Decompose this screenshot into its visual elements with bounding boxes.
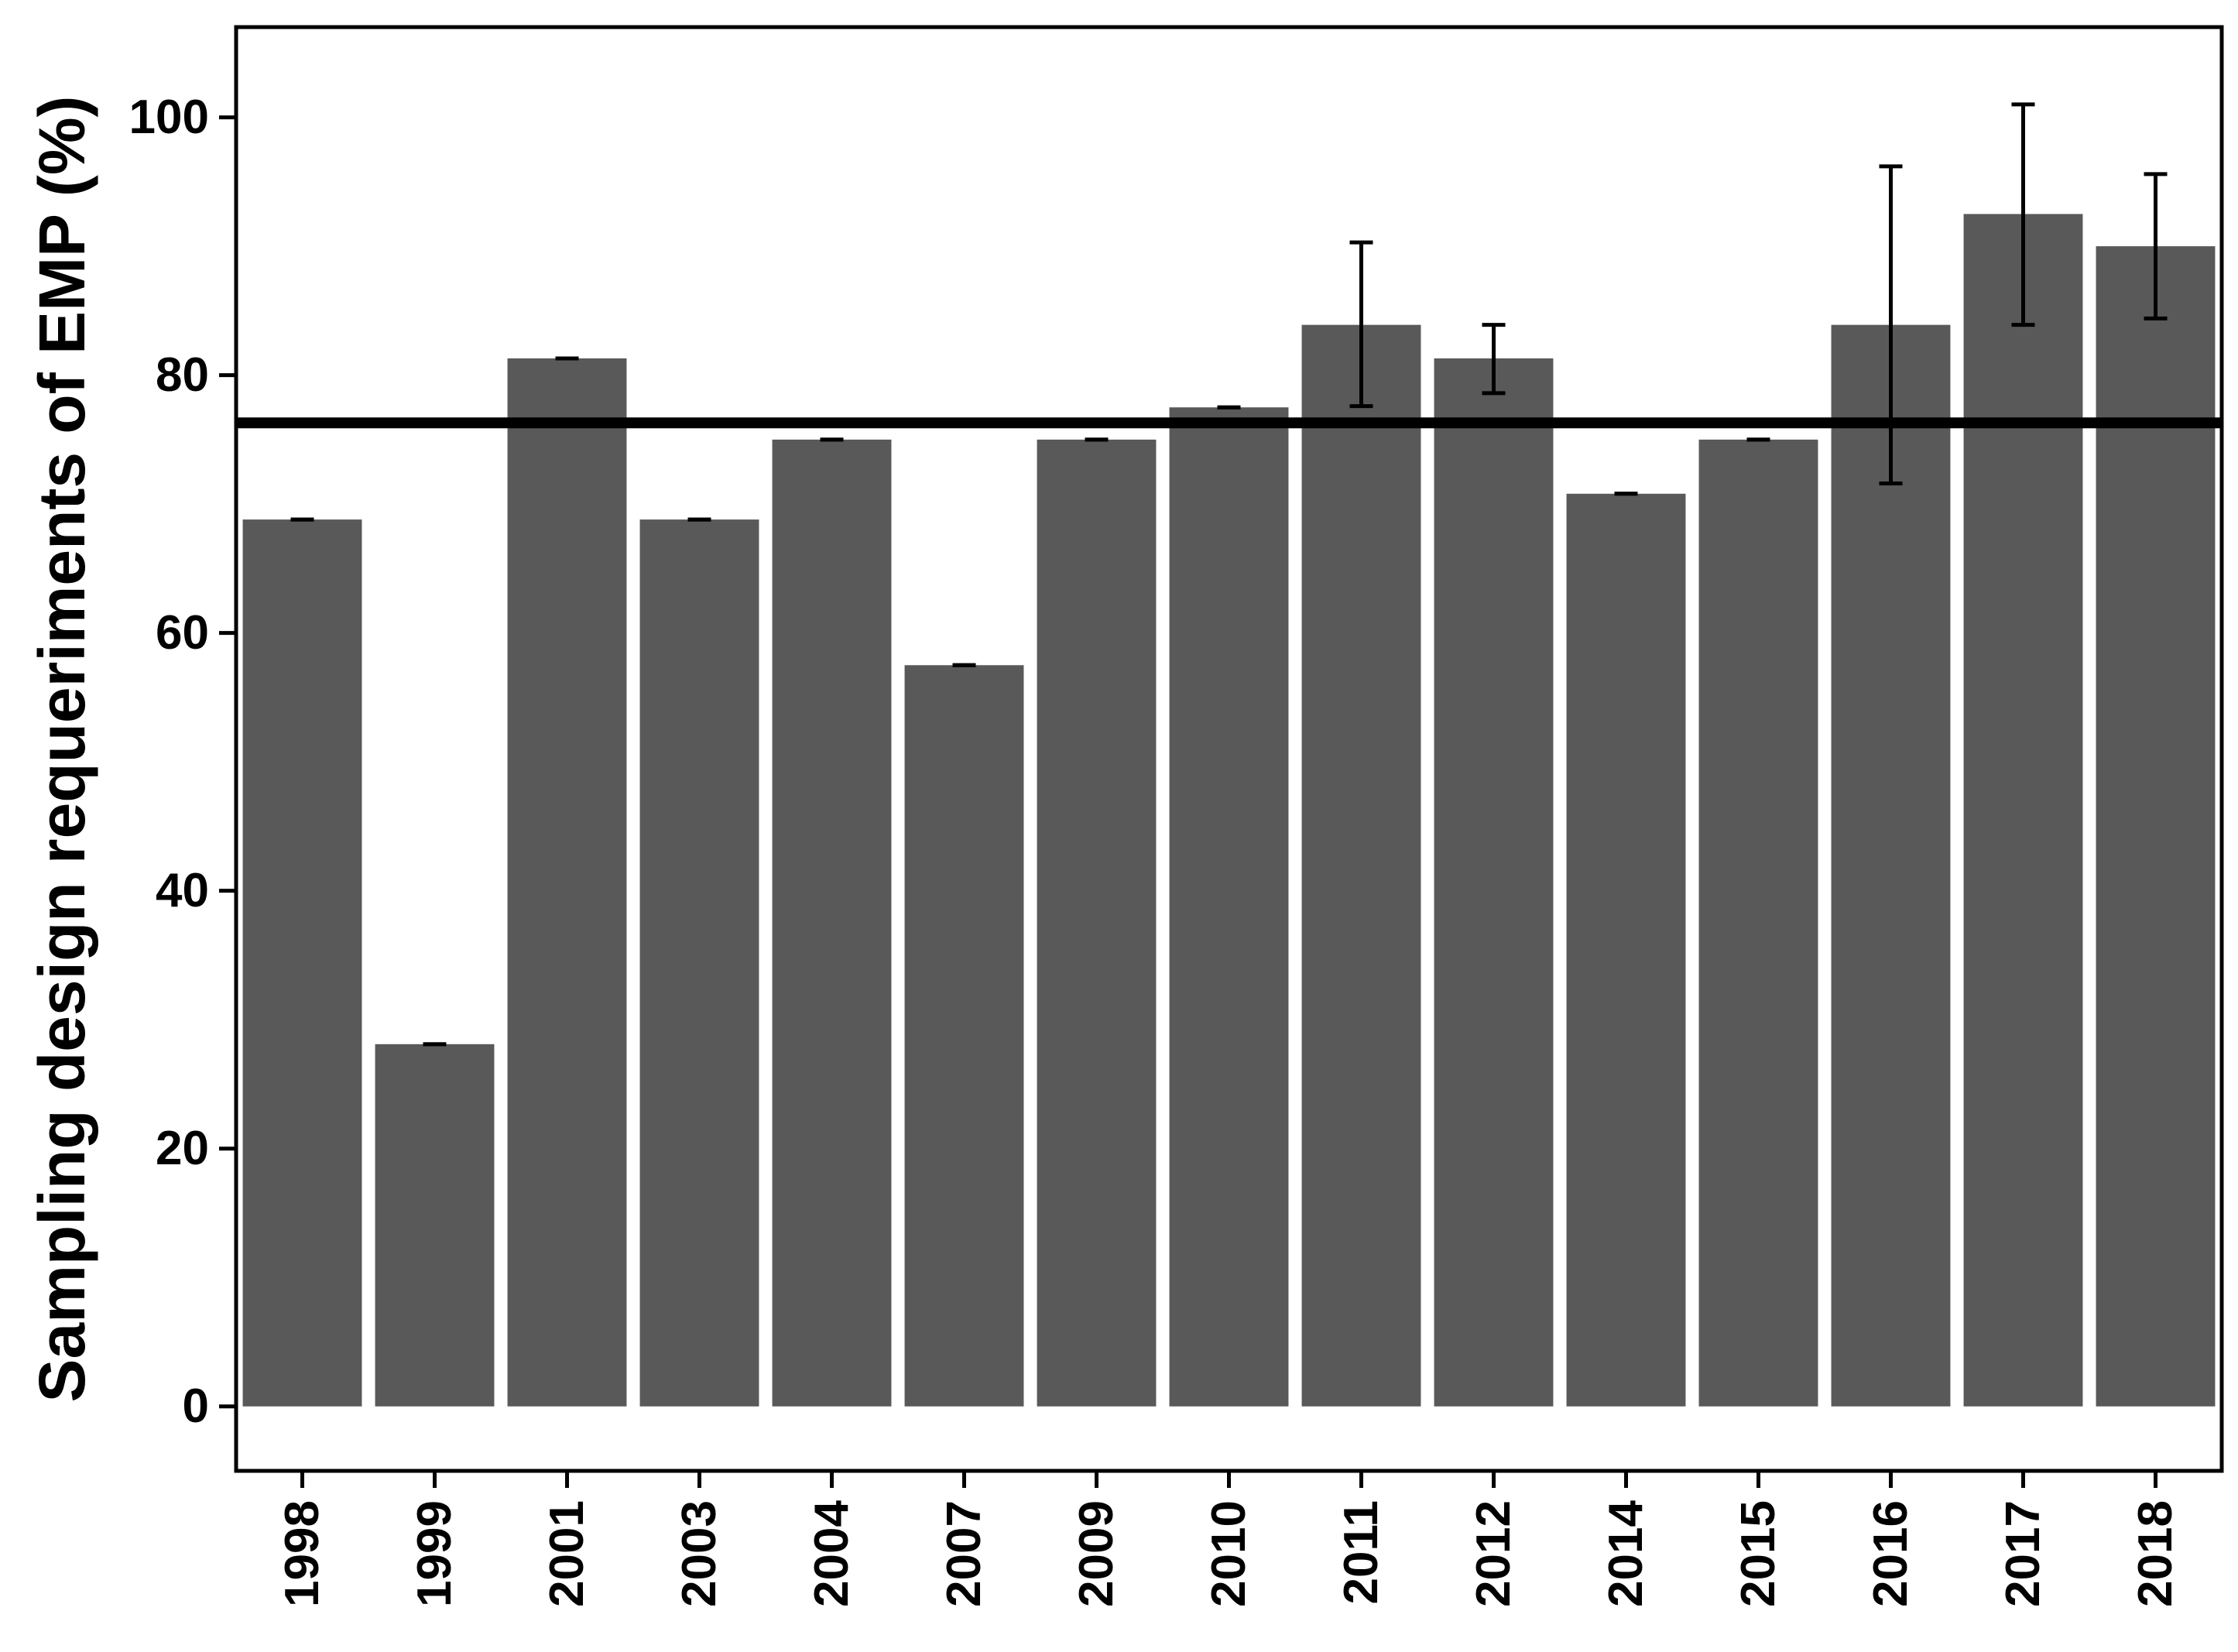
bar-2010 <box>1169 407 1289 1407</box>
x-tick-label-1998: 1998 <box>276 1500 329 1607</box>
error-bar-2016 <box>1879 164 1903 485</box>
bar-2014 <box>1566 493 1686 1407</box>
bar-2011 <box>1301 324 1421 1407</box>
bar-2016 <box>1831 324 1951 1407</box>
bar-2015 <box>1698 439 1818 1407</box>
x-tick-label-2015: 2015 <box>1732 1500 1785 1607</box>
error-bar-2018 <box>2144 172 2168 320</box>
x-tick-label-2001: 2001 <box>540 1500 594 1607</box>
bar-2001 <box>507 358 627 1407</box>
x-tick-label-2007: 2007 <box>937 1500 991 1607</box>
error-bar-2011 <box>1349 240 1373 409</box>
y-tick-label-80: 80 <box>156 348 209 402</box>
x-axis: 1998 1999 2001 2003 2004 2007 2009 2010 2011 2012… <box>276 1471 2182 1607</box>
bar-2018 <box>2096 246 2216 1407</box>
error-bar-2017 <box>2011 102 2035 327</box>
y-tick-label-100: 100 <box>129 91 209 144</box>
y-tick-label-60: 60 <box>156 606 209 660</box>
x-tick-label-2003: 2003 <box>673 1500 726 1607</box>
x-tick-label-2012: 2012 <box>1467 1500 1520 1607</box>
bars-layer <box>242 214 2216 1407</box>
bar-2012 <box>1434 358 1554 1407</box>
y-tick-label-40: 40 <box>156 864 209 917</box>
x-tick-label-2016: 2016 <box>1864 1500 1918 1607</box>
error-bars-layer <box>290 102 2168 1047</box>
bar-1999 <box>375 1044 495 1407</box>
x-tick-label-2018: 2018 <box>2129 1500 2182 1607</box>
x-tick-label-2017: 2017 <box>1996 1500 2050 1607</box>
y-tick-label-20: 20 <box>156 1122 209 1175</box>
bar-2017 <box>1963 214 2083 1407</box>
bar-1998 <box>242 519 362 1407</box>
x-tick-label-2004: 2004 <box>805 1499 859 1606</box>
y-axis-title: Sampling design requeriments of EMP (%) <box>26 95 98 1402</box>
x-tick-label-2010: 2010 <box>1202 1500 1256 1607</box>
x-tick-label-2011: 2011 <box>1335 1500 1388 1605</box>
y-tick-label-0: 0 <box>183 1380 209 1433</box>
x-tick-label-2009: 2009 <box>1070 1500 1123 1607</box>
bar-2004 <box>772 439 892 1407</box>
y-axis: 0 20 40 60 80 100 <box>129 91 236 1433</box>
bar-2007 <box>904 665 1024 1407</box>
bar-2009 <box>1037 439 1157 1407</box>
error-bar-2012 <box>1482 323 1506 396</box>
x-tick-label-2014: 2014 <box>1599 1499 1653 1606</box>
x-tick-label-1999: 1999 <box>408 1500 461 1607</box>
bar-2003 <box>639 519 759 1407</box>
